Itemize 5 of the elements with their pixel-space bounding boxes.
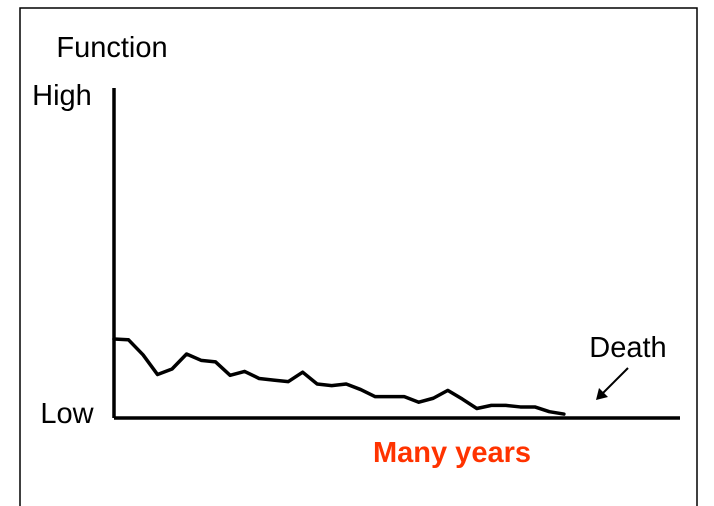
text: Function: [56, 32, 168, 64]
x-axis-title: Many years: [373, 437, 531, 469]
annotation: Death: [589, 332, 667, 364]
text: High: [32, 80, 92, 112]
text: Low: [40, 398, 95, 430]
